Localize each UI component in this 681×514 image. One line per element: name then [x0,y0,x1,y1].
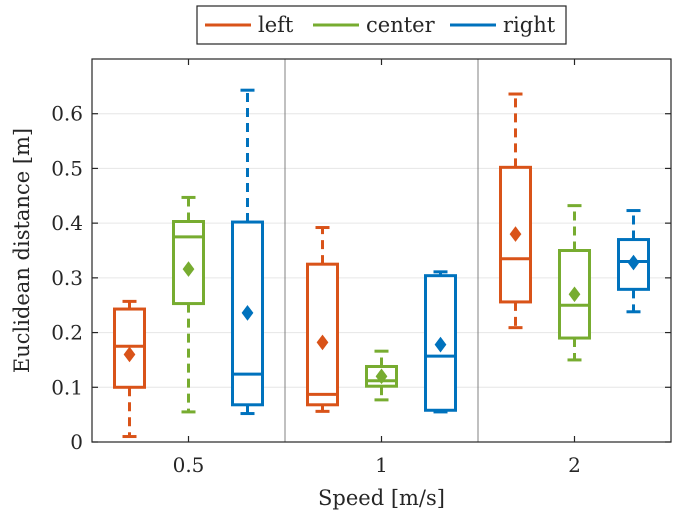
box-body [499,165,532,304]
x-tick-label: 2 [568,453,581,477]
mean-marker [434,336,447,353]
box-body [617,238,650,291]
y-tick-label: 0 [70,430,83,454]
box-center-0.5 [172,195,205,414]
mean-marker [241,305,254,321]
mean-marker [375,368,388,385]
mean-marker [123,346,136,363]
legend-box [196,5,567,45]
box-left-2 [499,92,532,330]
legend-entry-right: right [503,13,556,37]
y-tick-label: 0.3 [51,266,83,290]
box-right-2 [617,209,650,314]
mean-marker [509,226,522,242]
box-body [306,262,339,407]
x-axis-ticks: 0.5 1 2 [173,59,581,477]
box-right-1 [424,270,457,414]
mean-marker [568,286,581,303]
y-axis-label: Euclidean distance [m] [10,128,34,373]
legend-entry-center: center [366,13,436,37]
y-tick-label: 0.1 [51,375,83,399]
x-tick-label: 0.5 [173,453,205,477]
y-tick-label: 0.5 [51,156,83,180]
y-axis-ticks: 0 0.1 0.2 0.3 0.4 0.5 0.6 [51,102,671,454]
y-tick-label: 0.4 [51,211,83,235]
mean-marker [316,334,329,351]
mean-marker [627,254,640,271]
y-tick-label: 0.6 [51,102,83,126]
box-plots [113,88,650,439]
box-center-1 [365,349,398,402]
x-axis-label: Speed [m/s] [318,486,445,510]
mean-marker [182,261,195,277]
legend-entry-left: left [258,13,294,37]
x-tick-label: 1 [375,453,388,477]
box-center-2 [558,204,591,362]
y-tick-label: 0.2 [51,321,83,345]
box-right-0.5 [231,88,264,416]
box-left-1 [306,226,339,413]
legend: left center right [196,5,567,45]
group-separators [284,59,479,442]
box-left-0.5 [113,299,146,439]
